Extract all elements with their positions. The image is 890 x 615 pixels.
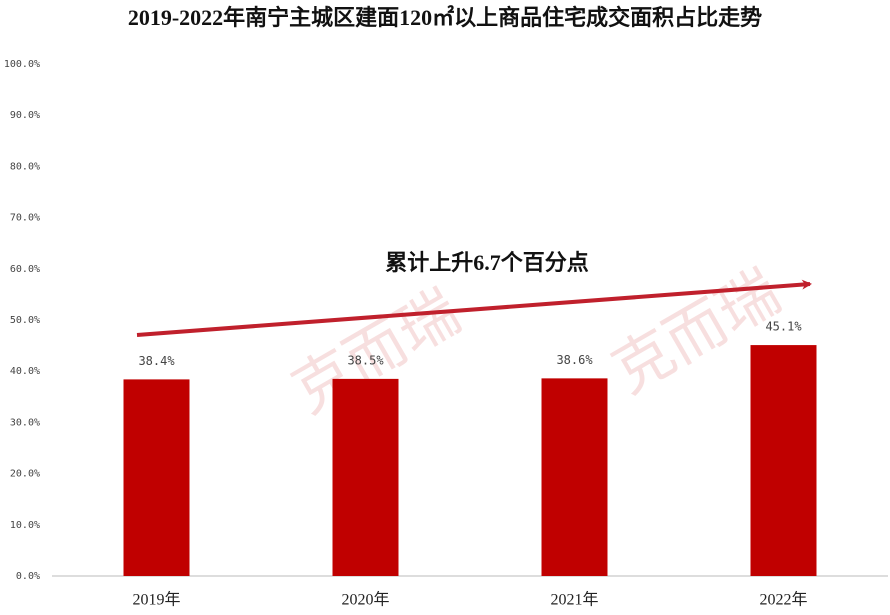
y-tick-label: 70.0%	[10, 213, 40, 224]
value-label: 38.6%	[556, 353, 593, 367]
x-tick-label: 2022年	[759, 591, 807, 609]
x-tick-label: 2019年	[132, 591, 180, 609]
y-tick-label: 90.0%	[10, 110, 40, 121]
bar	[332, 378, 399, 576]
bar	[123, 379, 190, 576]
bar	[541, 378, 608, 576]
x-tick-label: 2020年	[341, 591, 389, 609]
value-label: 45.1%	[765, 320, 802, 334]
value-label: 38.4%	[138, 354, 175, 368]
y-tick-label: 0.0%	[16, 571, 40, 582]
y-tick-label: 100.0%	[4, 59, 40, 70]
trend-arrow	[136, 279, 812, 337]
y-tick-label: 40.0%	[10, 366, 40, 377]
bar	[750, 345, 817, 576]
y-tick-label: 10.0%	[10, 520, 40, 531]
y-tick-label: 50.0%	[10, 315, 40, 326]
y-tick-label: 20.0%	[10, 469, 40, 480]
y-tick-label: 60.0%	[10, 264, 40, 275]
y-tick-label: 80.0%	[10, 161, 40, 172]
y-tick-label: 30.0%	[10, 417, 40, 428]
chart-title: 2019-2022年南宁主城区建面120㎡以上商品住宅成交面积占比走势	[128, 5, 762, 30]
value-label: 38.5%	[347, 353, 384, 367]
x-tick-label: 2021年	[550, 591, 598, 609]
annotation: 累计上升6.7个百分点	[385, 250, 589, 275]
